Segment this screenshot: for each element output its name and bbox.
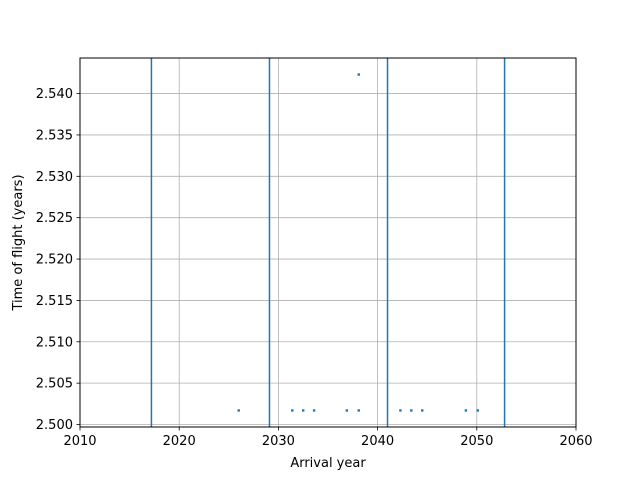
y-axis-ticks: 2.500 2.505 2.510 2.515 2.520 2.525 2.530 2.535… [36, 87, 80, 433]
x-tick-label: 2050 [460, 434, 493, 449]
vertical-lines [150, 58, 506, 427]
data-point [476, 409, 479, 412]
y-tick-label: 2.515 [36, 294, 73, 309]
scatter-points [237, 73, 479, 412]
x-axis-ticks: 2010 2020 2030 2040 2050 2060 [63, 427, 593, 449]
data-point [399, 409, 402, 412]
y-tick-label: 2.525 [36, 211, 73, 226]
data-point [357, 409, 360, 412]
x-tick-label: 2010 [63, 434, 96, 449]
y-tick-label: 2.520 [36, 253, 73, 268]
x-axis-label: Arrival year [290, 456, 366, 471]
x-tick-label: 2060 [559, 434, 592, 449]
data-point [237, 409, 240, 412]
y-axis-label: Time of flight (years) [11, 174, 26, 311]
x-tick-label: 2040 [361, 434, 394, 449]
data-point [312, 409, 316, 412]
y-tick-label: 2.500 [36, 418, 73, 433]
data-point [291, 409, 294, 412]
plot-frame [79, 57, 577, 428]
y-tick-label: 2.530 [36, 170, 73, 185]
data-point [357, 73, 360, 76]
y-tick-label: 2.535 [36, 128, 73, 143]
data-point [302, 409, 305, 412]
y-tick-label: 2.505 [36, 377, 73, 392]
data-point [410, 409, 413, 412]
x-tick-label: 2020 [163, 434, 196, 449]
data-point [421, 409, 424, 412]
y-tick-label: 2.540 [36, 87, 73, 102]
x-tick-label: 2030 [262, 434, 295, 449]
y-tick-label: 2.510 [36, 335, 73, 350]
data-point [464, 409, 468, 412]
data-point [345, 409, 349, 412]
grid [79, 58, 577, 427]
